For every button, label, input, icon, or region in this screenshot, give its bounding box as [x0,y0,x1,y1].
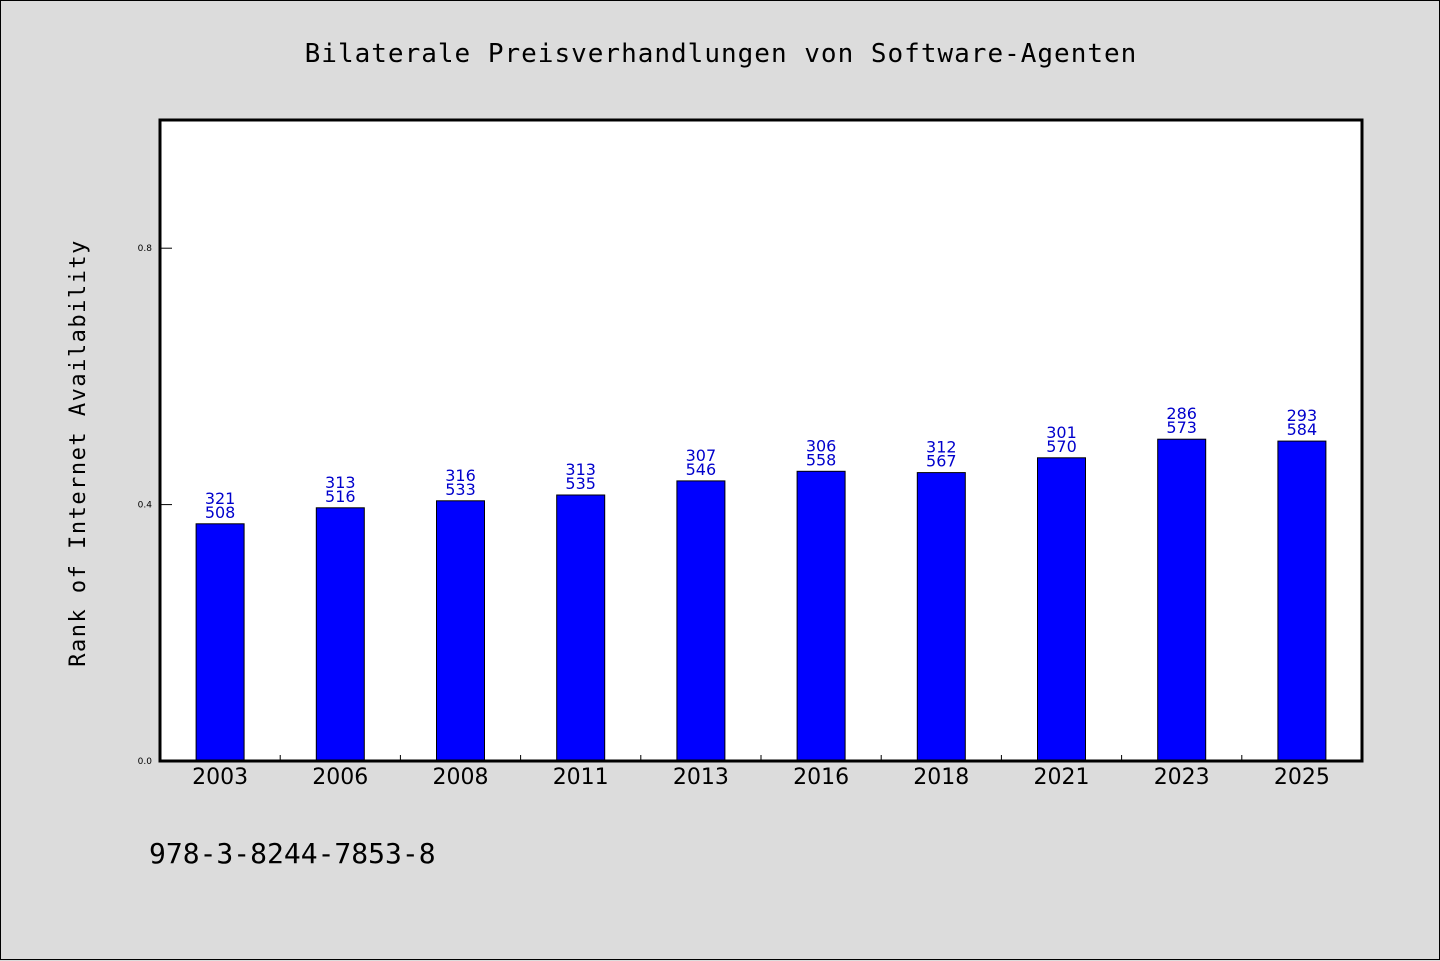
isbn-footer: 978-3-8244-7853-8 [149,837,436,870]
bar-label-bottom-2016: 558 [806,450,837,469]
x-tick-label-2021: 2021 [1034,765,1090,790]
bar-label-top-2003: 321 [205,489,236,508]
bar-label-top-2023: 286 [1166,404,1197,423]
x-tick-label-2025: 2025 [1274,765,1330,790]
bar-labels-layer: 3215083135163165333135353075463065583125… [205,404,1317,522]
bar-label-top-2008: 316 [445,466,476,485]
y-tick-label-0.8: 0.8 [138,244,153,254]
bar-label-bottom-2011: 535 [565,474,596,493]
x-tick-label-2003: 2003 [192,765,248,790]
bar-2016 [796,470,846,762]
x-tick-label-2023: 2023 [1154,765,1210,790]
bar-label-top-2013: 307 [686,446,717,465]
bar-label-bottom-2021: 570 [1046,437,1077,456]
y-tick-label-0.4: 0.4 [138,501,153,511]
x-tick-label-2018: 2018 [913,765,969,790]
bar-2013 [676,480,726,762]
bar-2003 [195,523,245,762]
x-tick-label-2013: 2013 [673,765,729,790]
bar-label-bottom-2025: 584 [1287,420,1318,439]
bars-layer [195,438,1327,762]
bar-label-bottom-2003: 508 [205,503,236,522]
x-tick-label-2011: 2011 [553,765,609,790]
bar-label-top-2021: 301 [1046,423,1077,442]
x-tick-label-2008: 2008 [433,765,489,790]
x-tick-label-2006: 2006 [312,765,368,790]
x-tick-label-2016: 2016 [793,765,849,790]
bar-label-top-2011: 313 [565,460,596,479]
bar-2023 [1157,438,1207,762]
bar-2025 [1277,440,1327,762]
bar-2006 [315,507,365,762]
y-tick-label-0.0: 0.0 [138,757,153,767]
bar-2018 [916,472,966,762]
y-axis-label: Rank of Internet Availability [66,239,91,667]
bar-label-top-2018: 312 [926,438,957,457]
bar-label-bottom-2018: 567 [926,452,957,471]
x-axis: 2003 2006 2008 2011 2013 2016 2018 2021 2023 2025 [192,755,1330,790]
bar-2011 [556,494,606,762]
bar-2021 [1037,457,1086,762]
plot-border [158,118,1364,763]
bar-label-top-2025: 293 [1287,406,1318,425]
bar-label-top-2016: 306 [806,436,837,455]
bar-label-bottom-2013: 546 [686,460,717,479]
bar-label-bottom-2006: 516 [325,487,356,506]
bar-2008 [436,500,485,762]
bar-label-bottom-2008: 533 [445,480,476,499]
chart-title: Bilaterale Preisverhandlungen von Softwa… [305,39,1138,69]
bar-label-top-2006: 313 [325,473,356,492]
bar-label-bottom-2023: 573 [1166,418,1197,437]
